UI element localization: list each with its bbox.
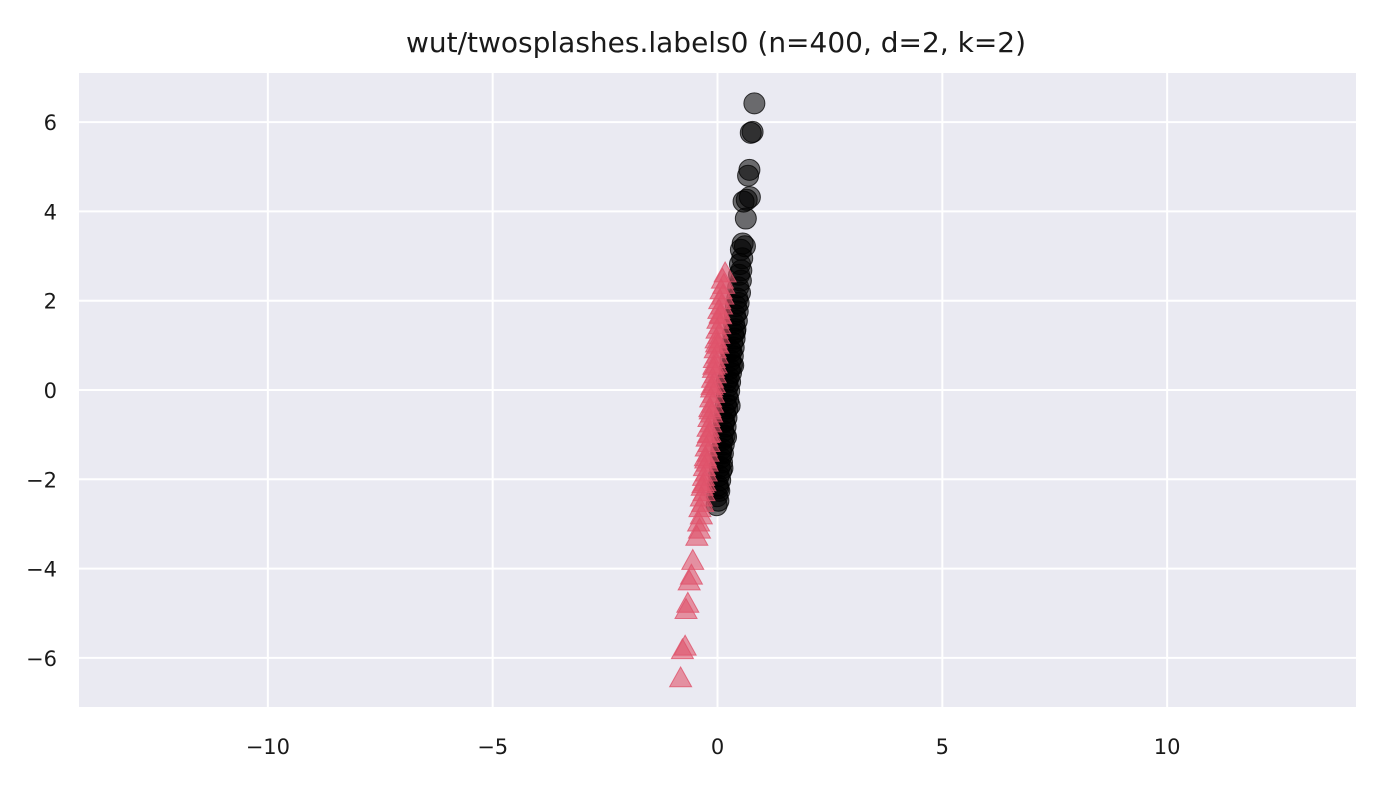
y-tick-label: 2 [44, 290, 57, 314]
data-point-triangle [691, 471, 715, 494]
data-series [668, 92, 766, 688]
x-tick-label: 10 [1154, 735, 1181, 759]
y-tick-label: −4 [26, 558, 57, 582]
x-tick-label: −5 [477, 735, 508, 759]
data-point-triangle [674, 597, 698, 619]
data-point-circle [734, 207, 757, 230]
data-point-circle [737, 164, 760, 187]
x-tick-label: 0 [711, 735, 724, 759]
tick-labels: −10 −5 0 5 10 −6 −4 −2 0 2 4 6 [26, 111, 1180, 759]
data-point-circle [743, 92, 766, 115]
data-point-triangle [698, 398, 723, 420]
data-point-triangle [704, 331, 729, 353]
data-point-triangle [684, 524, 709, 546]
data-point-triangle [677, 569, 702, 591]
y-tick-label: −2 [26, 468, 57, 492]
data-point-triangle [700, 373, 724, 395]
y-tick-label: −6 [26, 647, 57, 671]
data-point-triangle [668, 665, 693, 688]
chart-title: wut/twosplashes.labels0 (n=400, d=2, k=2… [406, 26, 1026, 59]
data-point-triangle [708, 302, 733, 324]
data-point-circle [739, 121, 762, 144]
data-point-triangle [702, 353, 726, 375]
data-point-triangle [693, 447, 718, 469]
x-tick-label: −10 [246, 735, 290, 759]
series-1 [668, 260, 737, 688]
data-point-triangle [670, 637, 695, 660]
y-tick-label: 4 [44, 200, 57, 224]
data-point-triangle [696, 421, 721, 444]
y-tick-label: 6 [44, 111, 57, 135]
x-tick-label: 5 [936, 735, 949, 759]
y-tick-label: 0 [44, 379, 57, 403]
